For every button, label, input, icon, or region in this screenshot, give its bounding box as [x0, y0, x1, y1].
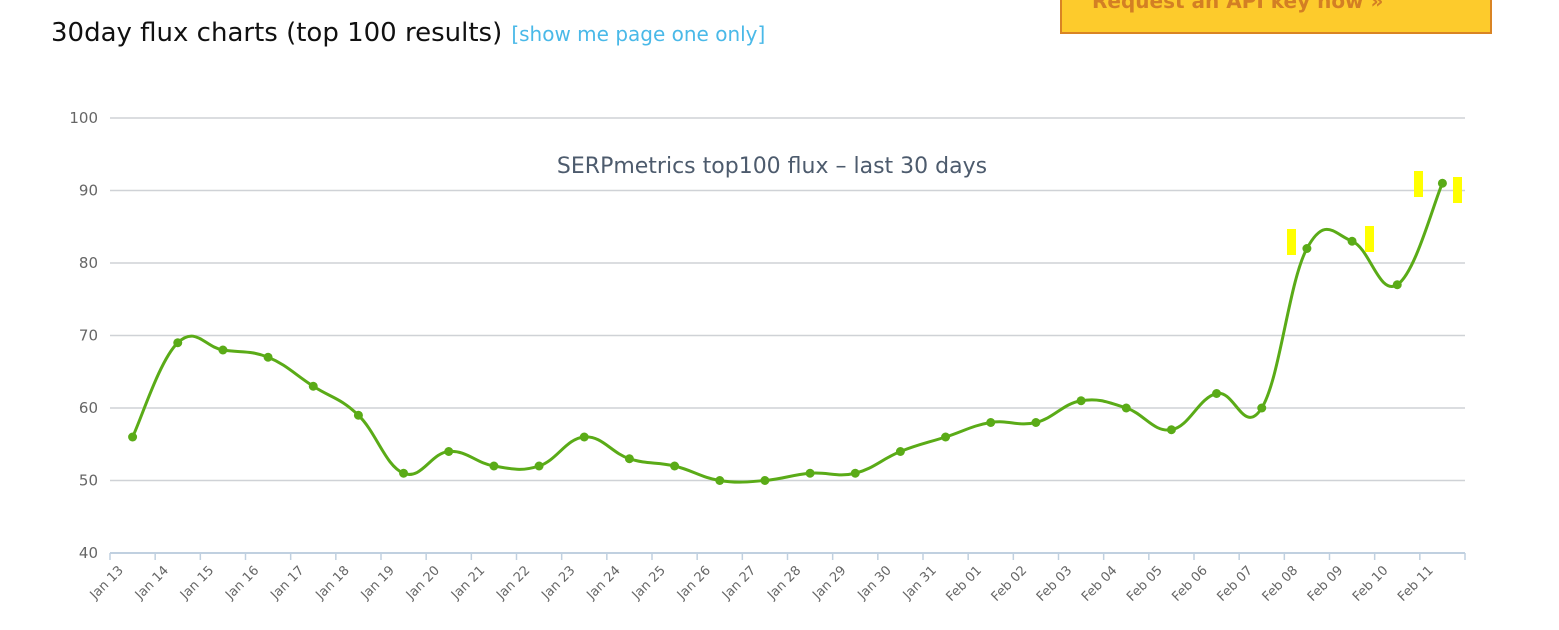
- data-point[interactable]: [1076, 396, 1086, 406]
- chart-title: SERPmetrics top100 flux – last 30 days: [557, 154, 987, 179]
- y-tick-label: 50: [79, 472, 98, 490]
- x-tick-label: Jan 30: [855, 563, 895, 603]
- x-tick-label: Jan 21: [448, 563, 488, 603]
- x-tick-label: Jan 16: [222, 563, 262, 603]
- x-tick-label: Jan 28: [764, 563, 804, 603]
- y-axis-labels: 40 50 60 70 80 90 100: [69, 109, 98, 562]
- data-point[interactable]: [128, 432, 138, 442]
- data-point[interactable]: [941, 432, 951, 442]
- data-point[interactable]: [1302, 244, 1312, 253]
- y-tick-label: 90: [79, 182, 98, 200]
- x-tick-label: Jan 29: [809, 563, 849, 603]
- x-tick-label: Feb 08: [1260, 563, 1302, 605]
- x-tick-label: Jan 23: [538, 563, 578, 603]
- flux-line: [131, 182, 1444, 484]
- x-tick-label: Feb 03: [1034, 563, 1076, 605]
- data-point[interactable]: [263, 352, 273, 362]
- data-point[interactable]: [444, 447, 454, 456]
- data-point[interactable]: [760, 476, 770, 485]
- x-tick-label: Jan 24: [584, 563, 624, 603]
- x-axis: Jan 13 Jan 14 Jan 15 Jan 16 Jan 17 Jan 18 Jan …: [87, 552, 1466, 605]
- x-tick-label: Jan 15: [177, 563, 217, 603]
- yellow-highlight-markers: [1287, 171, 1462, 255]
- data-point[interactable]: [1347, 236, 1357, 246]
- data-point[interactable]: [715, 476, 725, 485]
- page-title: 30day flux charts (top 100 results): [51, 18, 503, 48]
- x-tick-label: Feb 06: [1169, 563, 1211, 605]
- data-point[interactable]: [1257, 403, 1267, 413]
- data-point[interactable]: [489, 461, 499, 471]
- x-tick-label: Jan 18: [313, 563, 353, 603]
- x-tick-label: Feb 10: [1350, 563, 1392, 605]
- x-tick-label: Feb 05: [1124, 563, 1166, 605]
- x-tick-label: Jan 19: [358, 563, 398, 603]
- data-point[interactable]: [624, 454, 634, 464]
- data-point[interactable]: [895, 447, 905, 456]
- x-tick-label: Jan 22: [493, 563, 533, 603]
- data-point[interactable]: [353, 410, 363, 420]
- data-point[interactable]: [805, 468, 815, 478]
- data-point[interactable]: [1121, 403, 1131, 413]
- x-tick-label: Feb 09: [1305, 563, 1347, 605]
- highlight-marker: [1287, 229, 1296, 255]
- y-tick-label: 70: [79, 327, 98, 345]
- data-point[interactable]: [399, 468, 409, 478]
- data-point[interactable]: [1166, 425, 1176, 435]
- x-tick-label: Feb 11: [1395, 563, 1437, 605]
- x-tick-label: Jan 25: [629, 563, 669, 603]
- y-tick-label: 60: [79, 399, 98, 417]
- data-point[interactable]: [1437, 178, 1447, 188]
- x-tick-label: Jan 13: [87, 563, 127, 603]
- data-point[interactable]: [173, 338, 183, 348]
- data-point[interactable]: [986, 418, 996, 427]
- x-tick-label: Jan 31: [900, 563, 940, 603]
- x-tick-label: Jan 17: [267, 563, 307, 603]
- y-tick-label: 80: [79, 254, 98, 272]
- x-tick-label: Feb 04: [1079, 563, 1121, 605]
- x-tick-label: Jan 26: [674, 563, 714, 603]
- highlight-marker: [1365, 226, 1374, 252]
- header: 30day flux charts (top 100 results) [sho…: [51, 18, 765, 48]
- x-tick-label: Feb 01: [943, 563, 985, 605]
- data-point[interactable]: [308, 381, 318, 391]
- data-point[interactable]: [579, 432, 589, 442]
- data-point[interactable]: [670, 461, 680, 471]
- y-tick-label: 100: [69, 109, 98, 127]
- request-api-key-label: Request an API key now »: [1092, 0, 1384, 13]
- data-points: [128, 178, 1447, 485]
- data-point[interactable]: [1392, 280, 1402, 290]
- data-point[interactable]: [534, 461, 544, 471]
- data-point[interactable]: [218, 345, 228, 355]
- x-tick-label: Jan 27: [719, 563, 759, 603]
- request-api-key-button[interactable]: Request an API key now »: [1060, 0, 1492, 34]
- data-point[interactable]: [1031, 418, 1041, 427]
- data-point[interactable]: [1212, 389, 1222, 398]
- x-tick-label: Jan 20: [403, 563, 443, 603]
- data-point[interactable]: [850, 468, 860, 478]
- x-tick-label: Jan 14: [132, 563, 172, 603]
- y-tick-label: 40: [79, 544, 98, 562]
- x-tick-label: Feb 02: [989, 563, 1031, 605]
- x-tick-label: Feb 07: [1214, 563, 1256, 605]
- highlight-marker: [1414, 171, 1423, 197]
- highlight-marker: [1453, 177, 1462, 203]
- show-page-one-link[interactable]: [show me page one only]: [511, 22, 766, 46]
